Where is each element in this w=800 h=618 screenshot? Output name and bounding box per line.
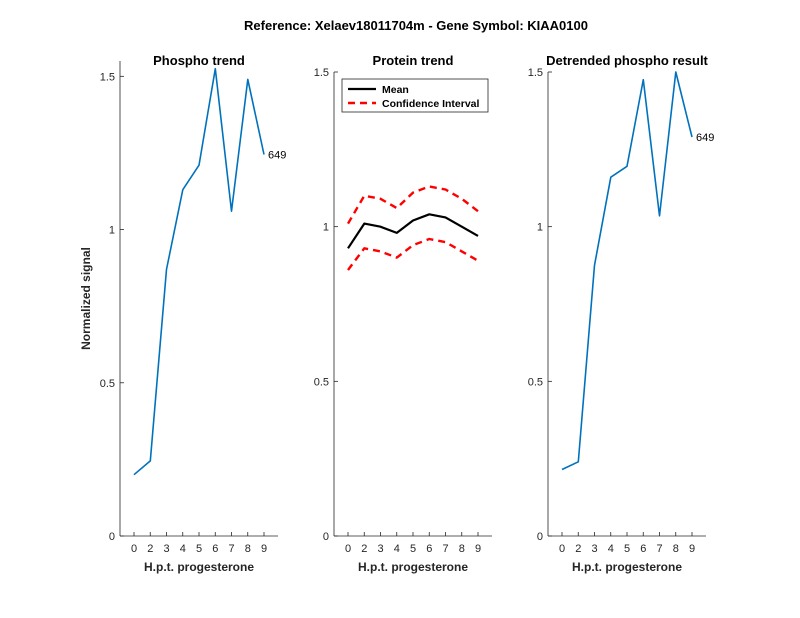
y-tick-label: 0.5 — [528, 376, 543, 388]
subplot-title: Detrended phospho result — [546, 53, 708, 68]
series-end-label: 649 — [268, 149, 286, 161]
legend-label: Confidence Interval — [382, 98, 480, 110]
x-tick-label: 6 — [426, 543, 432, 555]
x-tick-label: 0 — [345, 543, 351, 555]
x-tick-label: 4 — [608, 543, 614, 555]
series-end-label: 649 — [696, 132, 714, 144]
y-tick-label: 1 — [323, 222, 329, 234]
series-line-1 — [561, 71, 693, 471]
x-tick-label: 5 — [624, 543, 630, 555]
x-tick-label: 5 — [410, 543, 416, 555]
y-tick-label: 0.5 — [100, 378, 115, 390]
x-tick-label: 3 — [591, 543, 597, 555]
x-tick-label: 2 — [361, 543, 367, 555]
x-tick-label: 2 — [575, 543, 581, 555]
x-tick-label: 2 — [147, 543, 153, 555]
series-line-1 — [347, 213, 479, 249]
subplot-title: Protein trend — [373, 53, 454, 68]
x-tick-label: 7 — [228, 543, 234, 555]
x-tick-label: 3 — [377, 543, 383, 555]
series-line-1 — [133, 67, 265, 476]
series-line-3 — [347, 237, 479, 271]
x-tick-label: 0 — [559, 543, 565, 555]
y-tick-label: 1.5 — [314, 67, 329, 79]
x-tick-label: 5 — [196, 543, 202, 555]
y-tick-label: 1.5 — [528, 67, 543, 79]
y-tick-label: 0 — [537, 531, 543, 543]
legend-box — [341, 78, 489, 113]
legend: Mean Confidence Interval — [341, 78, 489, 113]
y-tick-label: 0 — [109, 531, 115, 543]
y-axis-label: Normalized signal — [79, 247, 93, 350]
x-tick-label: 6 — [640, 543, 646, 555]
x-tick-label: 9 — [261, 543, 267, 555]
y-tick-label: 1 — [109, 225, 115, 237]
x-tick-label: 8 — [673, 543, 679, 555]
y-tick-label: 0 — [323, 531, 329, 543]
x-tick-label: 9 — [475, 543, 481, 555]
x-tick-label: 4 — [394, 543, 400, 555]
x-axis-label: H.p.t. progesterone — [572, 560, 682, 574]
x-tick-label: 7 — [442, 543, 448, 555]
x-tick-label: 0 — [131, 543, 137, 555]
x-tick-label: 6 — [212, 543, 218, 555]
legend-label: Mean — [382, 84, 409, 96]
x-tick-label: 9 — [689, 543, 695, 555]
y-tick-label: 0.5 — [314, 376, 329, 388]
y-tick-label: 1 — [537, 222, 543, 234]
series-line-2 — [346, 185, 479, 225]
x-axis-label: H.p.t. progesterone — [358, 560, 468, 574]
subplot-title: Phospho trend — [153, 53, 245, 68]
x-tick-label: 8 — [459, 543, 465, 555]
x-tick-label: 3 — [163, 543, 169, 555]
x-tick-label: 8 — [245, 543, 251, 555]
y-tick-label: 1.5 — [100, 71, 115, 83]
x-tick-label: 4 — [180, 543, 186, 555]
x-axis-label: H.p.t. progesterone — [144, 560, 254, 574]
x-tick-label: 7 — [656, 543, 662, 555]
figure-suptitle: Reference: Xelaev18011704m - Gene Symbol… — [244, 18, 588, 33]
